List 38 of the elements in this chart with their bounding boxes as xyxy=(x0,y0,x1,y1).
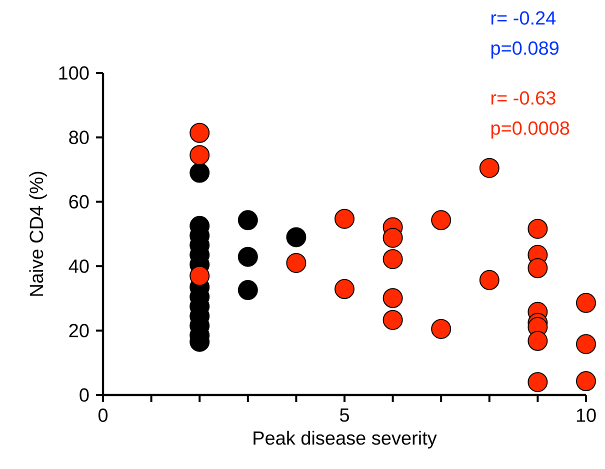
text: r= -0.24 xyxy=(491,11,556,25)
point xyxy=(382,228,403,248)
point xyxy=(190,266,210,286)
point xyxy=(190,162,210,183)
point xyxy=(382,249,403,270)
point xyxy=(334,208,355,229)
point xyxy=(528,218,548,239)
x-tick-label: 10 xyxy=(576,408,596,422)
point xyxy=(286,252,306,273)
y-axis-title: Naive CD4 (%) xyxy=(29,172,47,296)
x-tick-label: 5 xyxy=(340,408,349,422)
point xyxy=(238,210,258,230)
point xyxy=(190,145,210,166)
x-tick-label: 0 xyxy=(98,408,108,422)
point xyxy=(479,158,500,178)
point xyxy=(528,372,548,392)
point xyxy=(382,288,403,308)
x-axis-title: Peak disease severity xyxy=(254,430,437,449)
point xyxy=(528,258,548,278)
point xyxy=(286,227,306,248)
annotation: p=0.0008 xyxy=(491,121,570,139)
annotation: r= -0.63 xyxy=(491,91,556,105)
y-tick-label: 80 xyxy=(69,130,89,144)
point xyxy=(528,330,548,351)
y-tick-label: 40 xyxy=(68,259,89,273)
y-tick-label: 0 xyxy=(80,388,89,402)
point xyxy=(382,310,403,330)
point xyxy=(334,279,355,300)
y-tick-label: 100 xyxy=(59,66,89,80)
point xyxy=(190,122,210,143)
y-tick-label: 20 xyxy=(69,324,89,338)
point xyxy=(479,270,500,290)
point xyxy=(431,210,452,230)
point xyxy=(238,280,258,300)
y-tick-label: 60 xyxy=(69,195,89,209)
text: p=0.089 xyxy=(491,41,559,59)
point xyxy=(431,318,452,339)
point xyxy=(238,246,258,267)
